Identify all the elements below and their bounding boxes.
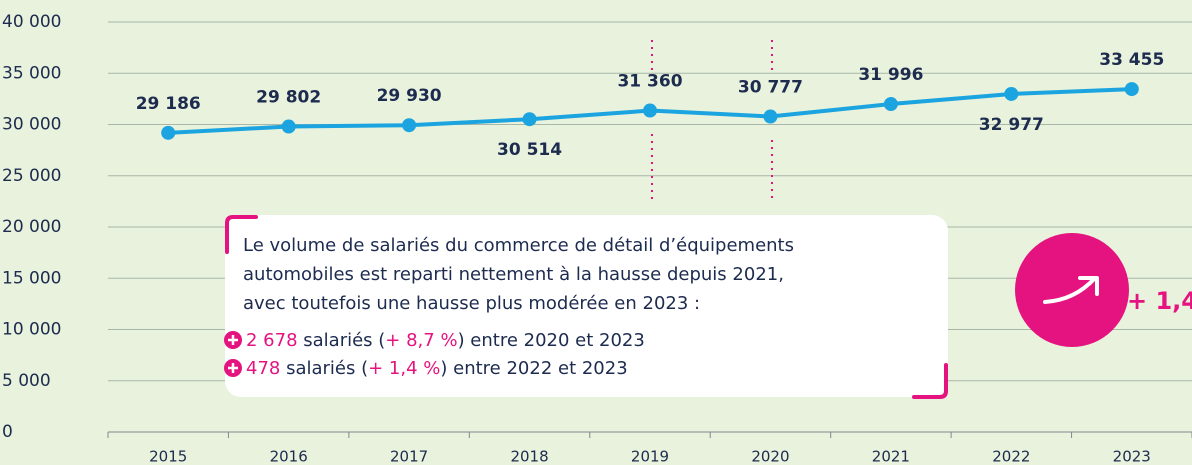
- y-tick-label: 30 000: [2, 115, 61, 135]
- x-tick-label: 2017: [390, 448, 428, 465]
- bracket: [912, 363, 948, 399]
- y-tick-label: 35 000: [2, 63, 61, 83]
- text: ) entre 2020 et 2023: [458, 330, 645, 351]
- value-label: 29 802: [256, 88, 321, 108]
- annotation-line: Le volume de salariés du commerce de dét…: [243, 235, 794, 256]
- badge-arrow: [1043, 276, 1099, 304]
- y-tick-label: 15 000: [2, 268, 61, 288]
- x-tick-label: 2018: [510, 448, 548, 465]
- x-tick-label: 2021: [872, 448, 910, 465]
- x-tick-label: 2019: [631, 448, 669, 465]
- y-tick-label: 40 000: [2, 12, 61, 32]
- point: [1004, 86, 1019, 101]
- point: [643, 103, 657, 118]
- point: [402, 118, 417, 133]
- point: [522, 112, 537, 127]
- value-label: 30 514: [497, 140, 562, 160]
- x-tick-label: 2015: [149, 448, 187, 465]
- y-tick-label: 20 000: [2, 217, 61, 237]
- annotation-bullet: 478 salariés (+ 1,4 %) entre 2022 et 202…: [246, 358, 628, 379]
- plot: 29 186 29 802 29 930 30 514 31 360 30 777 31 9…: [136, 50, 1165, 160]
- point: [161, 125, 176, 140]
- y-tick-label: 0: [2, 422, 13, 442]
- y-tick-label: 25 000: [2, 166, 61, 186]
- x-tick-label: 2022: [992, 448, 1030, 465]
- point: [763, 109, 778, 124]
- annotation-line: automobiles est reparti nettement à la h…: [243, 264, 784, 285]
- badge-icon: [1015, 233, 1129, 347]
- text: salariés (: [280, 358, 368, 379]
- value-label: 30 777: [738, 78, 803, 98]
- badge-text: + 1,4: [1127, 287, 1192, 315]
- value-label: 31 360: [617, 72, 682, 92]
- bullet-icon: [228, 363, 238, 373]
- value-label: 33 455: [1099, 50, 1164, 70]
- point: [1124, 82, 1139, 97]
- x-tick-label: 2016: [270, 448, 308, 465]
- y-tick-label: 10 000: [2, 320, 61, 340]
- point: [281, 119, 296, 134]
- text: salariés (: [298, 330, 386, 351]
- value-label: 29 186: [136, 94, 201, 114]
- value-label: 32 977: [979, 115, 1044, 135]
- highlight: + 1,4 %: [368, 358, 440, 379]
- annotation: Le volume de salariés du commerce de dét…: [224, 235, 794, 379]
- text: ) entre 2022 et 2023: [440, 358, 627, 379]
- bracket: [225, 215, 258, 254]
- y-tick-label: 5 000: [2, 371, 51, 391]
- x-tick-label: 2020: [751, 448, 789, 465]
- highlight: 2 678: [246, 330, 298, 351]
- annotation-bullet: 2 678 salariés (+ 8,7 %) entre 2020 et 2…: [246, 330, 645, 351]
- bullet-icon: [228, 335, 238, 345]
- highlight: + 8,7 %: [385, 330, 457, 351]
- x-tick-label: 2023: [1113, 448, 1151, 465]
- highlight: 478: [246, 358, 280, 379]
- annotation-line: avec toutefois une hausse plus modérée e…: [243, 293, 700, 314]
- point: [883, 97, 898, 112]
- annotation-box: [225, 215, 948, 397]
- value-label: 31 996: [858, 65, 923, 85]
- value-label: 29 930: [377, 86, 442, 106]
